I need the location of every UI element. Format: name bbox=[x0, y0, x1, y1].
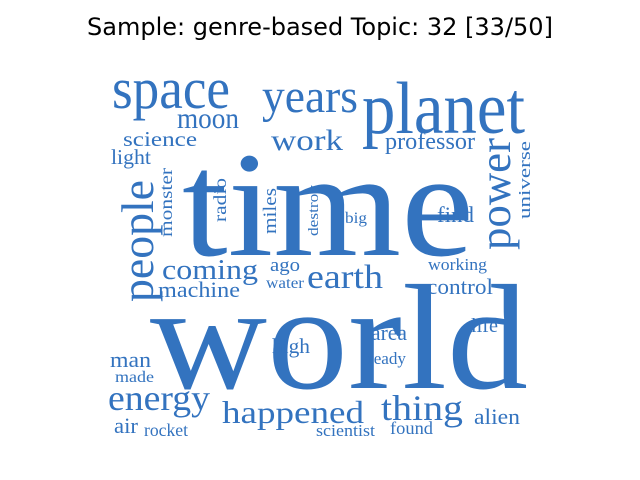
word-world: world bbox=[150, 255, 528, 421]
word-work: work bbox=[271, 124, 343, 157]
word-life: life bbox=[471, 315, 498, 337]
word-man: man bbox=[110, 347, 151, 372]
word-area: area bbox=[371, 320, 407, 345]
figure-title: Sample: genre-based Topic: 32 [33/50] bbox=[87, 13, 553, 41]
word-moon: moon bbox=[177, 102, 239, 135]
word-rocket: rocket bbox=[144, 420, 188, 440]
word-water: water bbox=[266, 275, 305, 292]
word-scientist: scientist bbox=[316, 421, 375, 440]
word-years: years bbox=[262, 70, 358, 123]
word-destroy: destroy bbox=[306, 184, 322, 236]
word-control: control bbox=[427, 274, 493, 299]
word-space: space bbox=[112, 56, 230, 121]
word-ready: ready bbox=[368, 349, 406, 368]
word-earth: earth bbox=[307, 259, 383, 296]
word-universe: universe bbox=[515, 141, 534, 219]
word-miles: miles bbox=[260, 188, 281, 234]
word-ago: ago bbox=[270, 255, 300, 276]
word-monster: monster bbox=[156, 168, 176, 237]
word-power: power bbox=[471, 138, 520, 250]
word-machine: machine bbox=[158, 277, 240, 302]
word-alien: alien bbox=[474, 404, 520, 429]
word-radio: radio bbox=[210, 178, 230, 222]
word-air: air bbox=[114, 413, 139, 438]
word-thing: thing bbox=[381, 388, 463, 428]
word-happened: happened bbox=[222, 394, 364, 430]
word-energy: energy bbox=[108, 378, 210, 418]
word-light: light bbox=[111, 145, 151, 169]
word-high: high bbox=[272, 334, 310, 358]
word-professor: professor bbox=[385, 129, 475, 155]
word-science: science bbox=[123, 127, 197, 151]
word-people: people bbox=[112, 180, 163, 302]
word-made: made bbox=[115, 369, 154, 386]
word-coming: coming bbox=[162, 255, 258, 286]
word-find: find bbox=[437, 202, 474, 227]
word-big: big bbox=[345, 210, 367, 227]
word-working: working bbox=[428, 255, 488, 274]
word-time: time bbox=[182, 122, 474, 288]
word-planet: planet bbox=[362, 68, 525, 150]
word-found: found bbox=[390, 418, 433, 438]
